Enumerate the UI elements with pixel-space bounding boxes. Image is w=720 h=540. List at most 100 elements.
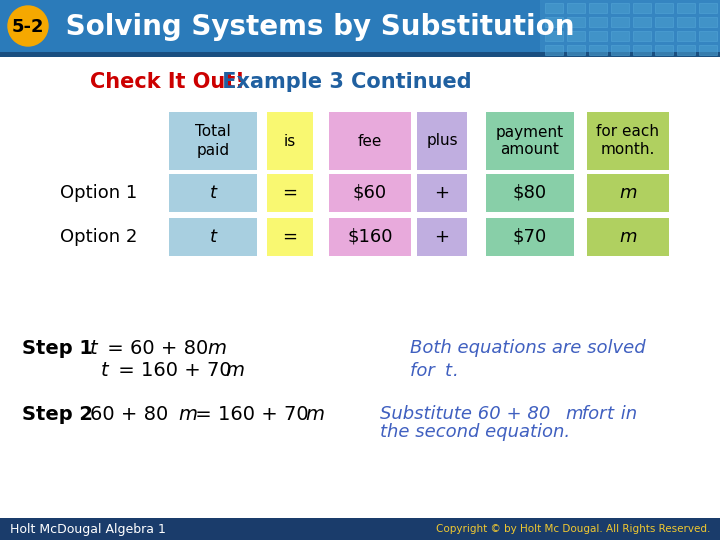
Bar	[0, 518, 720, 540]
Circle shape	[8, 6, 48, 46]
Text: $160: $160	[347, 228, 392, 246]
Text: payment: payment	[496, 125, 564, 139]
Bar	[540, 0, 720, 52]
Bar	[329, 218, 411, 256]
Text: Check It Out!: Check It Out!	[90, 72, 245, 92]
Bar	[677, 45, 695, 55]
Text: fee: fee	[358, 133, 382, 148]
Text: Option 1: Option 1	[60, 184, 138, 202]
Text: Step 2: Step 2	[22, 406, 93, 424]
Bar	[699, 31, 717, 41]
Bar	[589, 31, 607, 41]
Bar	[0, 0, 720, 52]
Text: m: m	[305, 406, 324, 424]
Bar	[587, 112, 669, 170]
Text: t: t	[607, 405, 614, 423]
Text: Holt McDougal Algebra 1: Holt McDougal Algebra 1	[10, 523, 166, 536]
Text: for: for	[576, 405, 612, 423]
Text: $80: $80	[513, 184, 547, 202]
Bar	[655, 45, 673, 55]
Bar	[633, 17, 651, 27]
Text: Option 2: Option 2	[60, 228, 138, 246]
Bar	[699, 3, 717, 13]
Text: t: t	[445, 362, 452, 380]
Text: m: m	[619, 184, 636, 202]
Text: +: +	[434, 228, 449, 246]
Text: = 160 + 70: = 160 + 70	[112, 361, 232, 381]
Text: paid: paid	[197, 143, 230, 158]
Bar	[267, 218, 313, 256]
Bar	[545, 31, 563, 41]
Bar	[267, 112, 313, 170]
Bar	[677, 17, 695, 27]
Text: m: m	[207, 339, 226, 357]
Bar	[655, 3, 673, 13]
Text: .: .	[453, 362, 459, 380]
Bar	[589, 45, 607, 55]
Bar	[611, 31, 629, 41]
Text: Both equations are solved: Both equations are solved	[410, 339, 646, 357]
Bar	[633, 31, 651, 41]
Bar	[0, 52, 720, 57]
Bar	[329, 112, 411, 170]
Bar	[169, 174, 257, 212]
Text: month.: month.	[600, 143, 655, 158]
Text: 5-2: 5-2	[12, 18, 44, 36]
Bar	[486, 112, 574, 170]
Text: in: in	[615, 405, 637, 423]
Bar	[545, 45, 563, 55]
Bar	[633, 3, 651, 13]
Text: t: t	[101, 361, 109, 381]
Text: = 60 + 80: = 60 + 80	[101, 339, 208, 357]
Text: for: for	[410, 362, 441, 380]
Text: +: +	[434, 184, 449, 202]
Text: t: t	[210, 228, 217, 246]
Text: is: is	[284, 133, 296, 148]
Bar	[611, 17, 629, 27]
Bar	[169, 218, 257, 256]
Bar	[567, 17, 585, 27]
Bar	[699, 17, 717, 27]
Text: plus: plus	[426, 133, 458, 148]
Bar	[611, 45, 629, 55]
Bar	[699, 45, 717, 55]
Text: m: m	[178, 406, 197, 424]
Bar	[417, 174, 467, 212]
Text: Example 3 Continued: Example 3 Continued	[215, 72, 472, 92]
Bar	[677, 3, 695, 13]
Text: t: t	[210, 184, 217, 202]
Bar	[417, 112, 467, 170]
Bar	[169, 112, 257, 170]
Text: =: =	[282, 184, 297, 202]
Bar	[545, 17, 563, 27]
Bar	[589, 3, 607, 13]
Bar	[633, 45, 651, 55]
Bar	[655, 17, 673, 27]
Text: Copyright © by Holt Mc Dougal. All Rights Reserved.: Copyright © by Holt Mc Dougal. All Right…	[436, 524, 710, 534]
Text: =: =	[282, 228, 297, 246]
Bar	[589, 17, 607, 27]
Bar	[486, 174, 574, 212]
Bar	[611, 3, 629, 13]
Text: = 160 + 70: = 160 + 70	[189, 406, 309, 424]
Text: Substitute 60 + 80: Substitute 60 + 80	[380, 405, 550, 423]
Text: Total: Total	[195, 125, 231, 139]
Text: Solving Systems by Substitution: Solving Systems by Substitution	[56, 13, 575, 41]
Bar	[587, 218, 669, 256]
Bar	[486, 218, 574, 256]
Bar	[267, 174, 313, 212]
Text: $60: $60	[353, 184, 387, 202]
Text: m: m	[225, 361, 244, 381]
Bar	[677, 31, 695, 41]
Text: for each: for each	[596, 125, 660, 139]
Text: amount: amount	[500, 143, 559, 158]
Bar	[329, 174, 411, 212]
Text: 60 + 80: 60 + 80	[90, 406, 168, 424]
Bar	[567, 3, 585, 13]
Bar	[417, 218, 467, 256]
Bar	[587, 174, 669, 212]
Bar	[567, 45, 585, 55]
Bar	[655, 31, 673, 41]
Text: the second equation.: the second equation.	[380, 423, 570, 441]
Text: m: m	[565, 405, 582, 423]
